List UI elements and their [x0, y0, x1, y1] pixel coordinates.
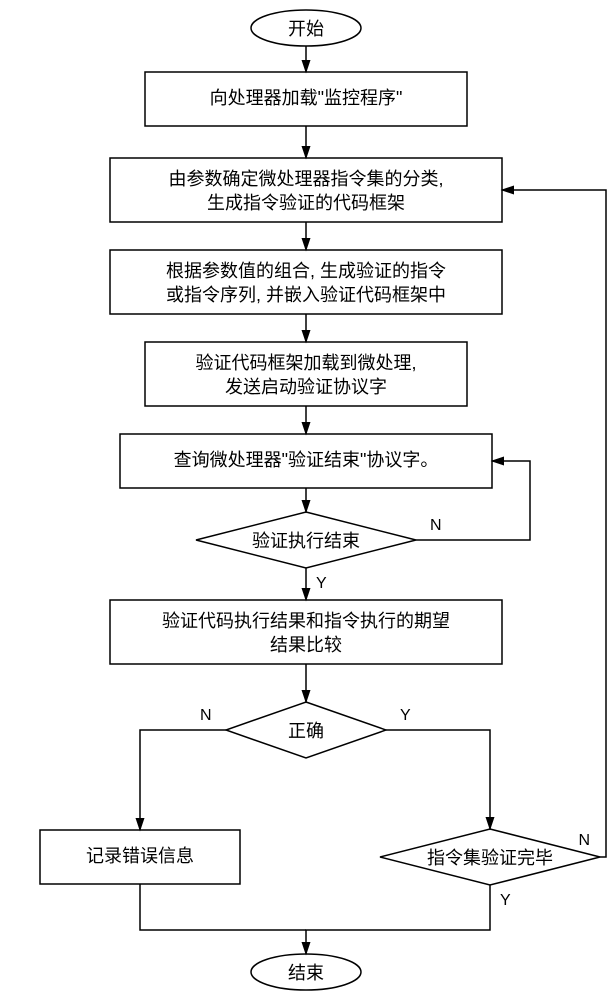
arrow-d3-n [502, 190, 606, 857]
b6-text-1: 验证代码执行结果和指令执行的期望 [162, 611, 450, 631]
d2-y-label: Y [400, 707, 411, 724]
b2-text-2: 生成指令验证的代码框架 [207, 193, 405, 213]
b1-text: 向处理器加载"监控程序" [210, 88, 403, 108]
d3-n-label: N [578, 832, 590, 849]
d3-label: 指令集验证完毕 [427, 848, 553, 868]
b5-text: 查询微处理器"验证结束"协议字。 [174, 450, 439, 470]
arrow-d2-n [140, 730, 226, 830]
arrow-d2-y [386, 730, 490, 829]
d2-label: 正确 [288, 721, 324, 741]
arrow-d3-y [306, 885, 490, 954]
d2-n-label: N [200, 707, 212, 724]
b3-text-2: 或指令序列, 并嵌入验证代码框架中 [166, 285, 446, 305]
b4-text-2: 发送启动验证协议字 [225, 377, 387, 397]
b4-text-1: 验证代码框架加载到微处理, [196, 353, 417, 373]
b3-text-1: 根据参数值的组合, 生成验证的指令 [166, 261, 446, 281]
d3-y-label: Y [500, 892, 511, 909]
d1-y-label: Y [316, 575, 327, 592]
b2-text-1: 由参数确定微处理器指令集的分类, [169, 169, 444, 189]
flowchart-canvas: 开始 向处理器加载"监控程序" 由参数确定微处理器指令集的分类, 生成指令验证的… [0, 0, 612, 1000]
start-label: 开始 [288, 19, 324, 39]
d1-label: 验证执行结束 [252, 531, 360, 551]
end-label: 结束 [288, 963, 324, 983]
b6-text-2: 结果比较 [270, 635, 342, 655]
d1-n-label: N [430, 517, 442, 534]
arrow-b7-out [140, 884, 306, 930]
b7-text: 记录错误信息 [86, 846, 194, 866]
